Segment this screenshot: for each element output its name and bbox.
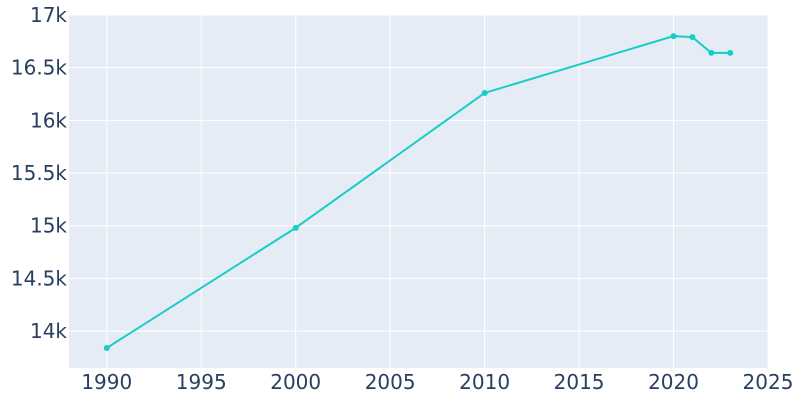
- x-tick-label: 1995: [176, 370, 227, 394]
- x-axis: 1990 1995 2000 2005 2010 2015 2020 2025: [81, 370, 793, 394]
- gridlines: [69, 14, 769, 368]
- y-tick-label: 16.5k: [11, 56, 68, 80]
- y-tick-label: 14k: [30, 319, 67, 343]
- x-tick-label: 1990: [81, 370, 132, 394]
- x-tick-label: 2020: [648, 370, 699, 394]
- data-point-2021[interactable]: [689, 34, 696, 41]
- x-tick-label: 2010: [459, 370, 510, 394]
- data-point-2000[interactable]: [292, 224, 299, 231]
- y-tick-label: 16k: [30, 108, 67, 132]
- y-tick-label: 14.5k: [11, 266, 68, 290]
- data-point-1990[interactable]: [103, 344, 110, 351]
- plot-background: [69, 15, 768, 368]
- x-tick-label: 2005: [365, 370, 416, 394]
- x-tick-label: 2015: [554, 370, 605, 394]
- x-tick-label: 2000: [270, 370, 321, 394]
- x-tick-label: 2025: [743, 370, 794, 394]
- y-tick-label: 15.5k: [11, 161, 68, 185]
- data-point-2023[interactable]: [727, 49, 734, 56]
- data-point-2020[interactable]: [670, 33, 677, 40]
- y-tick-label: 15k: [30, 214, 67, 238]
- y-axis: 14k 14.5k 15k 15.5k 16k 16.5k 17k: [11, 3, 68, 343]
- data-point-2022[interactable]: [708, 49, 715, 56]
- series-layer: [103, 33, 734, 351]
- y-tick-label: 17k: [30, 3, 67, 27]
- data-point-2010[interactable]: [481, 89, 488, 96]
